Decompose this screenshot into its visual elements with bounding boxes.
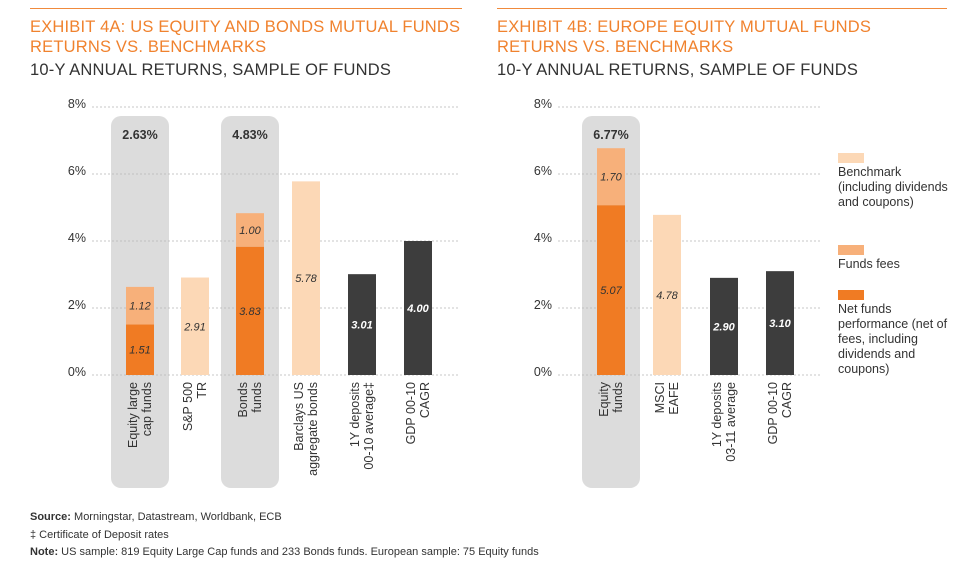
legend-benchmark-swatch (838, 153, 864, 163)
right-category-label-line: 1Y deposits (710, 382, 724, 447)
right-bar-segment-dark (710, 277, 738, 375)
left-category-label-line: TR (195, 382, 209, 399)
left-bar-value-label: 1.51 (129, 345, 150, 357)
footer-note-label: Note: (30, 546, 59, 558)
footer-source: Source: Morningstar, Datastream, Worldba… (30, 511, 282, 523)
left-category-label-line: funds (250, 382, 264, 413)
left-category-label-line: CAGR (418, 382, 432, 418)
right-top-rule (497, 8, 947, 9)
footer-cd-note: ‡ Certificate of Deposit rates (30, 529, 169, 541)
left-bar-segment-net (236, 246, 264, 375)
left-bar-segment-benchmark (292, 181, 320, 375)
right-bar-value-label: 1.70 (600, 172, 622, 184)
left-category-label: Barclays USaggregate bonds (292, 382, 320, 476)
left-bar-segment-dark (404, 241, 432, 375)
footer-note: Note: US sample: 819 Equity Large Cap fu… (30, 546, 539, 558)
left-bar-value-label: 4.00 (406, 303, 429, 315)
right-category-label-line: Equity (597, 381, 611, 416)
left-category-label: S&P 500TR (181, 382, 209, 431)
left-chart-title-line1: EXHIBIT 4A: US EQUITY AND BONDS MUTUAL F… (30, 18, 461, 36)
right-y-tick-label: 6% (534, 164, 552, 178)
right-chart-title-line1: EXHIBIT 4B: EUROPE EQUITY MUTUAL FUNDS (497, 18, 872, 36)
right-bar-segment-net (597, 205, 625, 375)
legend-net-swatch (838, 290, 864, 300)
left-category-label: Bondsfunds (236, 382, 264, 417)
footer-source-label: Source: (30, 511, 71, 523)
right-chart-subtitle: 10-Y ANNUAL RETURNS, SAMPLE OF FUNDS (497, 61, 859, 79)
left-bar-value-label: 3.01 (351, 320, 372, 332)
right-category-label-line: funds (611, 382, 625, 413)
left-bar-segment-fees (126, 286, 154, 325)
left-category-label-line: Equity large (126, 382, 140, 448)
legend-fees-label: Funds fees (838, 257, 900, 271)
legend-net-label: Net funds performance (net of fees, incl… (838, 302, 948, 376)
left-category-label-line: Bonds (236, 382, 250, 417)
left-bar-value-label: 2.91 (183, 321, 205, 333)
right-category-label-line: EAFE (667, 382, 681, 415)
right-y-tick-label: 4% (534, 231, 552, 245)
left-bar-segment-fees (236, 213, 264, 247)
right-bar-segment-dark (766, 271, 794, 375)
left-bar-value-label: 3.83 (239, 306, 261, 318)
right-bar-value-label: 5.07 (600, 285, 622, 297)
left-category-label-line: aggregate bonds (306, 382, 320, 476)
right-chart-title-line2: RETURNS VS. BENCHMARKS (497, 38, 734, 56)
right-category-label-line: MSCI (653, 382, 667, 413)
right-category-label-line: CAGR (780, 382, 794, 418)
left-category-label: GDP 00-10CAGR (404, 382, 432, 444)
left-y-tick-label: 6% (68, 164, 86, 178)
left-category-label-line: Barclays US (292, 382, 306, 451)
left-category-label-line: 1Y deposits (348, 382, 362, 447)
left-category-label-line: GDP 00-10 (404, 382, 418, 444)
left-category-label-line: S&P 500 (181, 382, 195, 431)
left-top-rule (30, 8, 462, 9)
left-bar-segment-dark (348, 274, 376, 375)
right-y-tick-label: 2% (534, 298, 552, 312)
left-bar-value-label: 1.12 (129, 301, 150, 313)
right-category-label: Equityfunds (597, 381, 625, 416)
right-category-label: 1Y deposits03-11 average (710, 382, 738, 462)
right-category-label: MSCIEAFE (653, 382, 681, 415)
legend-benchmark-label: Benchmark (including dividends and coupo… (838, 165, 948, 209)
right-bar-value-label: 2.90 (712, 321, 735, 333)
left-highlight-total-label: 4.83% (232, 128, 267, 142)
left-chart-title-line2: RETURNS VS. BENCHMARKS (30, 38, 267, 56)
footer-source-text: Morningstar, Datastream, Worldbank, ECB (74, 511, 282, 523)
left-y-tick-label: 0% (68, 365, 86, 379)
legend-fees-swatch (838, 245, 864, 255)
left-bar-segment-benchmark (181, 277, 209, 375)
left-highlight-total-label: 2.63% (122, 128, 157, 142)
left-bar-segment-net (126, 324, 154, 375)
right-y-tick-label: 8% (534, 97, 552, 111)
left-category-label: 1Y deposits00-10 average‡ (348, 382, 376, 470)
right-bar-value-label: 4.78 (656, 290, 678, 302)
right-highlight-total-label: 6.77% (593, 128, 628, 142)
footer-note-text: US sample: 819 Equity Large Cap funds an… (61, 546, 539, 558)
left-y-tick-label: 2% (68, 298, 86, 312)
left-bar-value-label: 1.00 (239, 225, 261, 237)
left-category-label-line: 00-10 average‡ (362, 382, 376, 470)
right-y-tick-label: 0% (534, 365, 552, 379)
left-bar-value-label: 5.78 (295, 273, 317, 285)
right-bar-value-label: 3.10 (769, 318, 791, 330)
right-category-label: GDP 00-10CAGR (766, 382, 794, 444)
right-bar-segment-benchmark (653, 214, 681, 375)
left-y-tick-label: 8% (68, 97, 86, 111)
right-category-label-line: 03-11 average (724, 382, 738, 462)
left-category-label-line: cap funds (140, 382, 154, 436)
left-category-label: Equity largecap funds (126, 382, 154, 448)
right-bar-segment-fees (597, 148, 625, 206)
left-y-tick-label: 4% (68, 231, 86, 245)
left-chart-subtitle: 10-Y ANNUAL RETURNS, SAMPLE OF FUNDS (30, 61, 392, 79)
right-category-label-line: GDP 00-10 (766, 382, 780, 444)
